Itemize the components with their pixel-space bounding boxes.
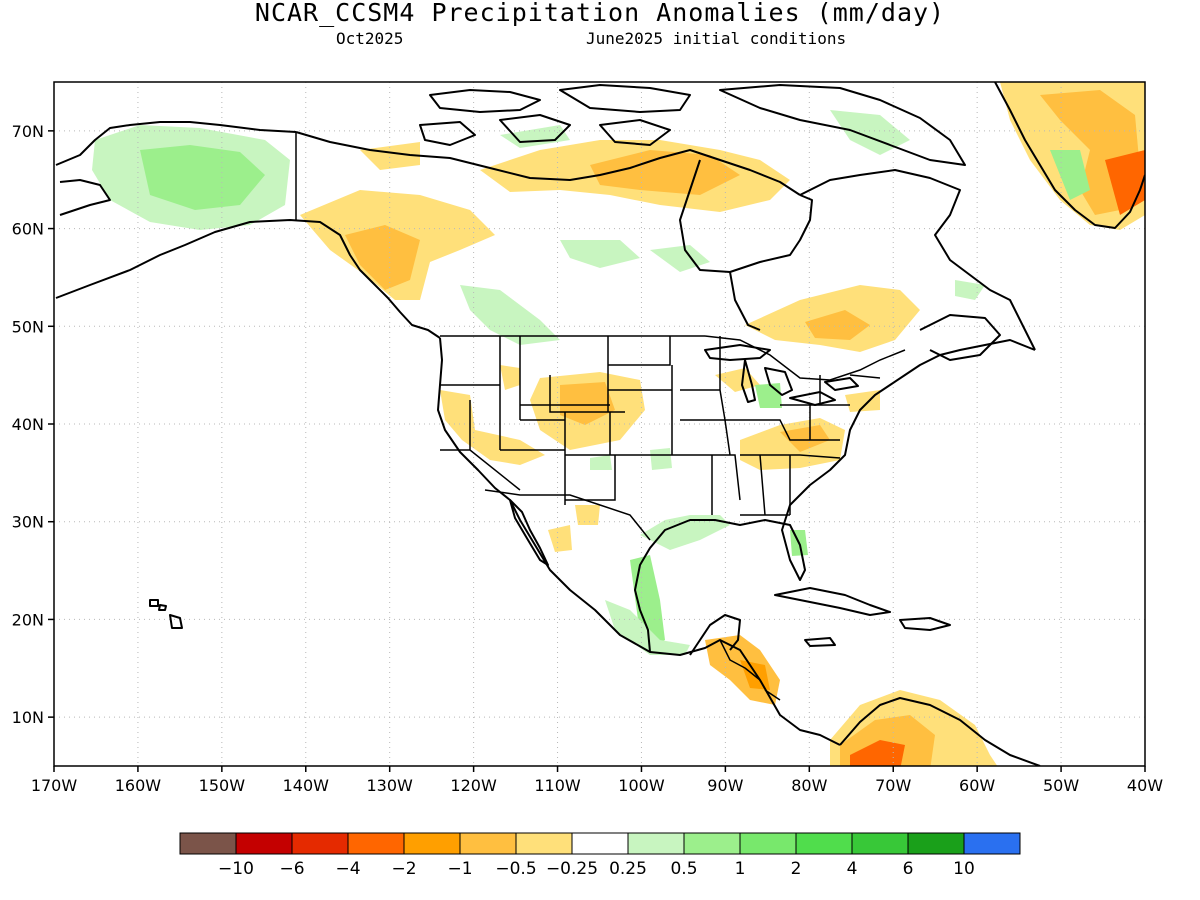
colorbar-swatch xyxy=(235,832,293,855)
colorbar-swatch xyxy=(795,832,853,855)
colorbar-label: 10 xyxy=(953,859,975,879)
colorbar-label: 0.5 xyxy=(670,859,697,879)
coastlines xyxy=(55,82,1145,766)
colorbar-swatch xyxy=(179,832,237,855)
lon-tick-label: 160W xyxy=(115,776,162,795)
colorbar-swatch xyxy=(291,832,349,855)
colorbar-swatch xyxy=(851,832,909,855)
colorbar-swatch xyxy=(515,832,573,855)
colorbar-label: −10 xyxy=(218,859,254,879)
colorbar-label: 4 xyxy=(847,859,858,879)
lon-tick-label: 70W xyxy=(875,776,911,795)
forecast-month: Oct2025 xyxy=(336,29,404,48)
colorbar-swatch xyxy=(963,832,1021,855)
chart-title: NCAR_CCSM4 Precipitation Anomalies (mm/d… xyxy=(254,0,946,27)
anomaly-shading xyxy=(92,82,1145,766)
political-borders xyxy=(295,132,906,701)
lon-tick-label: 100W xyxy=(618,776,665,795)
lon-tick-label: 150W xyxy=(199,776,246,795)
latitude-axis: 70N 60N 50N 40N 30N 20N 10N xyxy=(12,122,54,727)
colorbar-label: 2 xyxy=(791,859,802,879)
lat-tick-label: 50N xyxy=(12,317,44,336)
lon-tick-label: 130W xyxy=(367,776,414,795)
lon-tick-label: 120W xyxy=(450,776,497,795)
colorbar-swatch xyxy=(459,832,517,855)
lon-tick-label: 90W xyxy=(707,776,743,795)
lon-tick-label: 170W xyxy=(31,776,78,795)
lat-tick-label: 10N xyxy=(12,708,44,727)
colorbar-label: −0.5 xyxy=(495,859,536,879)
lon-tick-label: 140W xyxy=(283,776,330,795)
lon-tick-label: 40W xyxy=(1127,776,1163,795)
colorbar-label: −4 xyxy=(335,859,360,879)
colorbar-label: −2 xyxy=(391,859,416,879)
lon-tick-label: 80W xyxy=(791,776,827,795)
colorbar-label: 1 xyxy=(735,859,746,879)
colorbar: −10 −6 −4 −2 −1 −0.5 −0.25 0.25 0.5 1 2 4 6 10 xyxy=(179,832,1021,879)
colorbar-label: −1 xyxy=(447,859,472,879)
map-content xyxy=(54,82,1145,766)
lat-tick-label: 40N xyxy=(12,415,44,434)
colorbar-swatch xyxy=(571,832,629,855)
colorbar-swatch xyxy=(683,832,741,855)
colorbar-label: −0.25 xyxy=(546,859,598,879)
lat-tick-label: 60N xyxy=(12,220,44,239)
lon-tick-label: 50W xyxy=(1043,776,1079,795)
colorbar-swatch xyxy=(627,832,685,855)
colorbar-swatch xyxy=(739,832,797,855)
lon-tick-label: 60W xyxy=(959,776,995,795)
colorbar-label: −6 xyxy=(279,859,304,879)
lat-tick-label: 20N xyxy=(12,610,44,629)
lat-tick-label: 30N xyxy=(12,513,44,532)
colorbar-swatch xyxy=(403,832,461,855)
initial-conditions-label: June2025 initial conditions xyxy=(586,29,847,48)
longitude-axis: 170W 160W 150W 140W 130W 120W 110W 100W 90W 80W 70… xyxy=(31,766,1163,795)
lon-tick-label: 110W xyxy=(534,776,581,795)
lat-tick-label: 70N xyxy=(12,122,44,141)
colorbar-swatch xyxy=(907,832,965,855)
colorbar-label: 0.25 xyxy=(609,859,647,879)
colorbar-swatch xyxy=(347,832,405,855)
colorbar-label: 6 xyxy=(903,859,914,879)
